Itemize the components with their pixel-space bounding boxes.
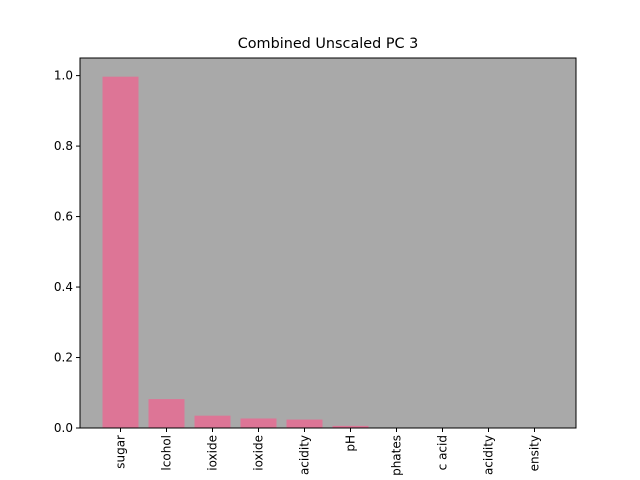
y-tick-label: 1.0 [54, 69, 73, 83]
y-tick-label: 0.4 [54, 280, 73, 294]
y-tick-label: 0.0 [54, 421, 73, 435]
x-tick-label: ioxide [252, 435, 266, 471]
bar [148, 399, 185, 428]
y-tick-label: 0.2 [54, 351, 73, 365]
bar [194, 415, 231, 428]
x-tick-label: acidity [482, 435, 496, 475]
bars-group [102, 76, 553, 428]
y-tick-label: 0.6 [54, 210, 73, 224]
y-axis: 0.0 0.2 0.4 0.6 0.8 1.0 [54, 69, 80, 435]
bar [286, 419, 323, 428]
y-tick-label: 0.8 [54, 139, 73, 153]
bar [240, 418, 277, 428]
x-tick-label: phates [390, 435, 404, 476]
bar [332, 425, 369, 428]
x-tick-label: acidity [298, 435, 312, 475]
chart-title: Combined Unscaled PC 3 [238, 36, 419, 52]
x-tick-label: pH [344, 435, 358, 452]
x-axis: sugar lcohol ioxide ioxide acidity pH phates c … [114, 428, 542, 476]
x-tick-label: ensity [528, 435, 542, 471]
x-tick-label: c acid [436, 435, 450, 470]
x-tick-label: ioxide [206, 435, 220, 471]
x-tick-label: lcohol [160, 435, 174, 471]
plot-frame [79, 57, 577, 429]
x-tick-label: sugar [114, 435, 128, 469]
plot-area [80, 58, 576, 428]
bar [102, 76, 139, 428]
